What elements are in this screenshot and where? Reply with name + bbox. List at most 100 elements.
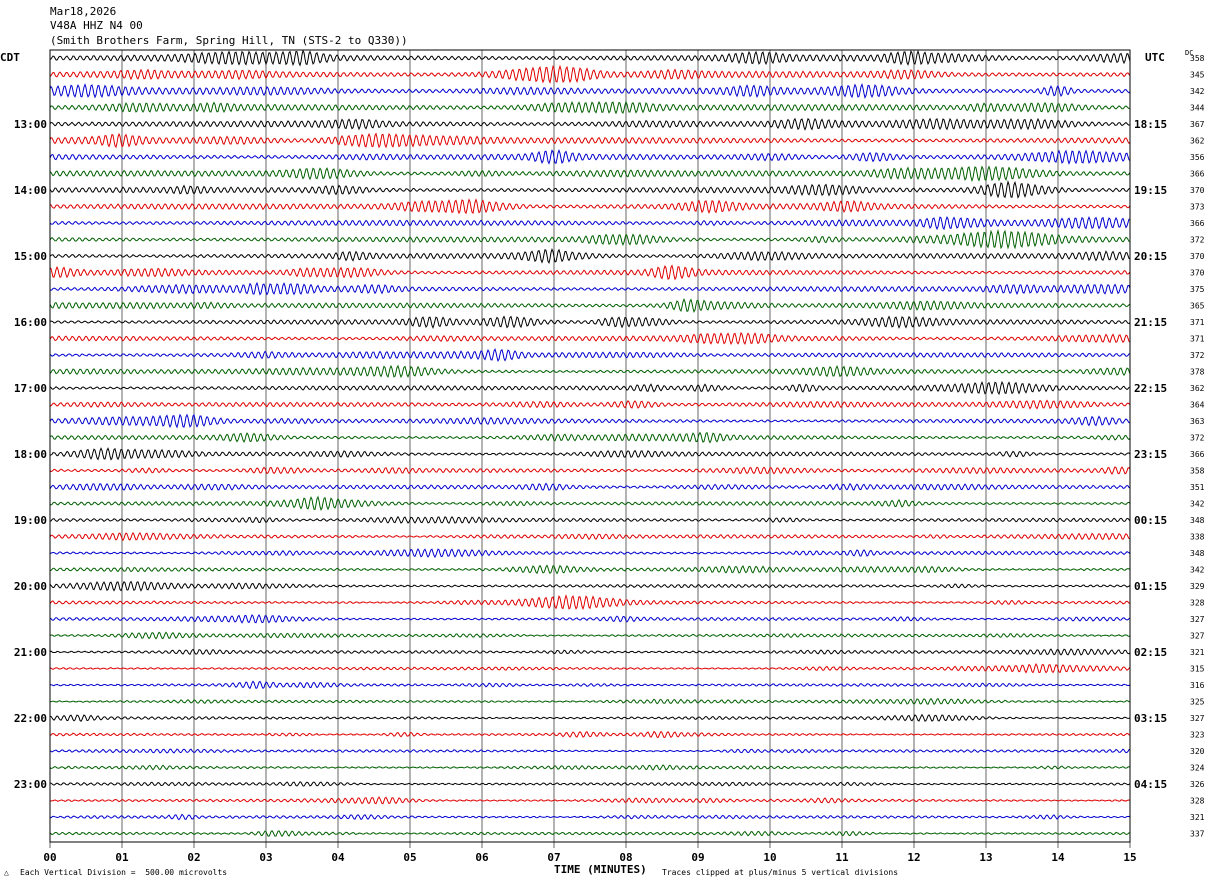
dc-offset-label: 315 (1190, 665, 1205, 674)
x-tick-label: 10 (763, 851, 776, 864)
seismic-trace (49, 315, 1131, 329)
dc-offset-label: 366 (1190, 450, 1205, 459)
dc-offset-label: 364 (1190, 401, 1205, 410)
dc-offset-label: 348 (1190, 516, 1205, 525)
seismic-trace (49, 132, 1131, 149)
utc-hour-label: 04:15 (1134, 778, 1167, 791)
dc-offset-label: 372 (1190, 434, 1205, 443)
dc-offset-label: 371 (1190, 318, 1205, 327)
seismic-trace (49, 697, 1131, 705)
x-tick-label: 06 (475, 851, 489, 864)
dc-offset-label: 372 (1190, 351, 1205, 360)
date-label: Mar18,2026 (50, 5, 117, 18)
station-label: V48A HHZ N4 00 (50, 19, 143, 32)
seismic-trace (49, 764, 1131, 771)
seismic-trace (49, 100, 1131, 115)
dc-offset-label: 362 (1190, 137, 1205, 146)
seismic-trace (49, 364, 1131, 379)
dc-offset-label: 367 (1190, 120, 1205, 129)
seismic-trace (49, 466, 1131, 476)
cdt-hour-label: 14:00 (14, 184, 47, 197)
dc-offset-label: 323 (1190, 731, 1205, 740)
x-tick-label: 05 (403, 851, 416, 864)
seismic-trace (49, 117, 1131, 131)
seismic-trace (49, 495, 1131, 511)
cdt-hour-label: 13:00 (14, 118, 47, 131)
cdt-hour-label: 17:00 (14, 382, 47, 395)
seismic-trace (49, 829, 1131, 838)
seismic-trace (49, 580, 1131, 592)
dc-offset-label: 338 (1190, 533, 1205, 542)
x-tick-label: 00 (43, 851, 56, 864)
cdt-hour-label: 15:00 (14, 250, 47, 263)
seismic-trace (49, 399, 1131, 410)
seismic-trace (49, 730, 1131, 739)
dc-offset-label: 327 (1190, 615, 1205, 624)
utc-hour-label: 02:15 (1134, 646, 1167, 659)
seismic-trace (49, 331, 1131, 345)
dc-offset-label: 342 (1190, 500, 1205, 509)
x-tick-label: 15 (1123, 851, 1136, 864)
seismic-trace (49, 564, 1131, 575)
seismic-trace (49, 380, 1131, 396)
seismic-trace (49, 662, 1131, 674)
dc-offset-label: 316 (1190, 681, 1205, 690)
seismic-trace (49, 264, 1131, 281)
dc-offset-label: 328 (1190, 599, 1205, 608)
dc-offset-label: 345 (1190, 71, 1205, 80)
x-tick-label: 01 (115, 851, 129, 864)
dc-offset-label: 358 (1190, 54, 1205, 63)
utc-hour-label: 21:15 (1134, 316, 1167, 329)
seismic-trace (49, 614, 1131, 624)
seismic-trace (49, 228, 1131, 250)
utc-hour-label: 01:15 (1134, 580, 1167, 593)
right-timezone-label: UTC (1145, 51, 1165, 64)
dc-offset-label: 365 (1190, 302, 1205, 311)
left-timezone-label: CDT (0, 51, 20, 64)
dc-offset-label: 326 (1190, 780, 1205, 789)
dc-offset-label: 321 (1190, 648, 1205, 657)
seismic-trace (49, 347, 1131, 363)
dc-offset-label: 329 (1190, 582, 1205, 591)
x-tick-label: 11 (835, 851, 849, 864)
dc-offset-label: 327 (1190, 632, 1205, 641)
seismic-trace (49, 447, 1131, 461)
dc-offset-label: 358 (1190, 467, 1205, 476)
dc-offset-label: 366 (1190, 219, 1205, 228)
x-tick-label: 08 (619, 851, 632, 864)
location-label: (Smith Brothers Farm, Spring Hill, TN (S… (50, 34, 408, 47)
utc-hour-label: 19:15 (1134, 184, 1167, 197)
dc-offset-label: 370 (1190, 269, 1205, 278)
dc-label: DC (1185, 49, 1194, 57)
seismic-trace (49, 247, 1131, 265)
seismic-trace (49, 148, 1131, 165)
dc-offset-label: 344 (1190, 104, 1205, 113)
dc-offset-label: 371 (1190, 335, 1205, 344)
dc-offset-label: 373 (1190, 203, 1205, 212)
utc-hour-label: 03:15 (1134, 712, 1167, 725)
x-tick-label: 04 (331, 851, 345, 864)
seismic-trace (49, 49, 1131, 67)
seismic-trace (49, 781, 1131, 787)
x-tick-label: 13 (979, 851, 992, 864)
dc-offset-label: 362 (1190, 384, 1205, 393)
seismic-trace (49, 713, 1131, 722)
seismic-trace (49, 180, 1131, 199)
seismic-trace (49, 431, 1131, 444)
utc-hour-label: 00:15 (1134, 514, 1167, 527)
seismic-trace (49, 748, 1131, 754)
dc-offset-label: 321 (1190, 813, 1205, 822)
seismic-trace (49, 64, 1131, 84)
seismic-trace (49, 594, 1131, 611)
dc-offset-label: 378 (1190, 368, 1205, 377)
seismic-trace (49, 298, 1131, 313)
x-tick-label: 02 (187, 851, 200, 864)
seismic-trace (49, 548, 1131, 559)
dc-offset-label: 356 (1190, 153, 1205, 162)
dc-offset-label: 351 (1190, 483, 1205, 492)
dc-offset-label: 342 (1190, 566, 1205, 575)
x-tick-label: 12 (907, 851, 920, 864)
plot-frame (49, 49, 1131, 843)
dc-offset-label: 328 (1190, 797, 1205, 806)
